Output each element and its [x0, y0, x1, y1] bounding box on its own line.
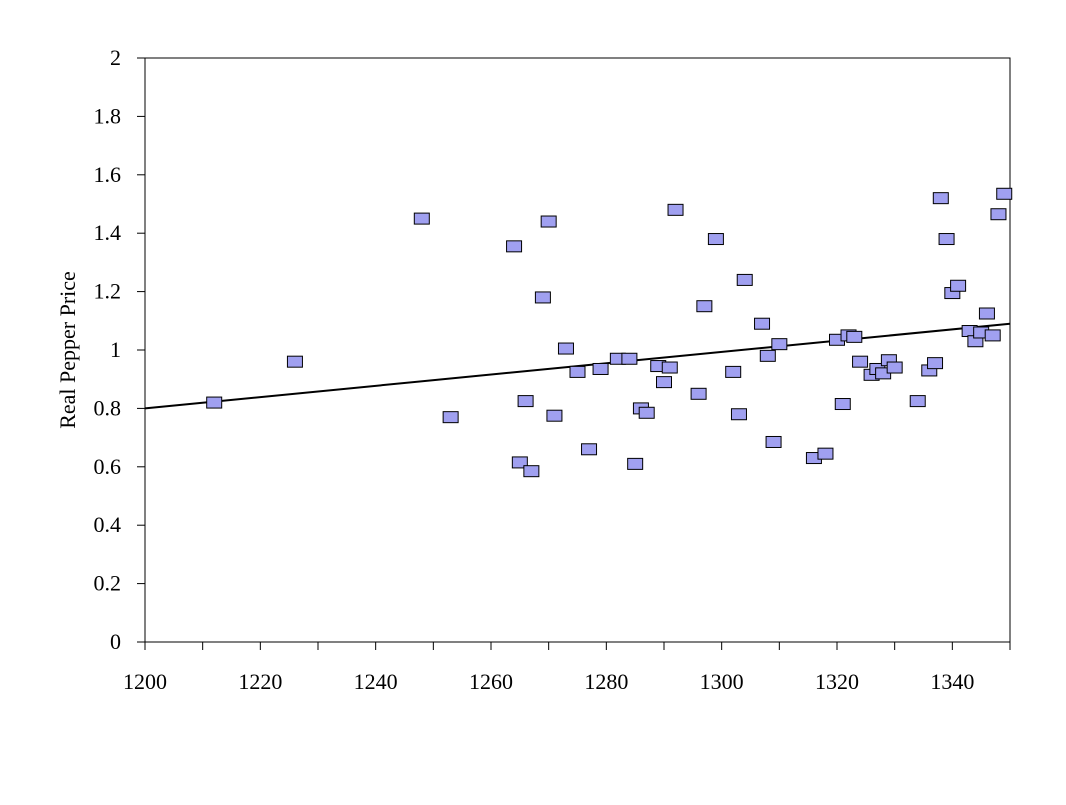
- y-tick-label: 1: [110, 337, 121, 362]
- x-tick-label: 1320: [815, 669, 859, 694]
- y-axis-title-group: Real Pepper Price: [55, 271, 80, 429]
- y-tick-label: 1.4: [94, 220, 122, 245]
- data-point: [661, 361, 678, 374]
- data-point: [938, 233, 955, 246]
- y-tick-label: 0.2: [94, 571, 122, 596]
- y-tick-label: 1.6: [94, 162, 122, 187]
- plot-area-frame: [144, 57, 1011, 643]
- data-point: [206, 396, 223, 409]
- data-point: [581, 443, 598, 456]
- data-point: [834, 398, 851, 411]
- x-axis-ticks: 1200 1220 1240 1260 1280 1300 1320 1340: [123, 642, 1011, 694]
- data-point: [730, 408, 747, 421]
- y-tick-label: 0: [110, 629, 121, 654]
- data-point: [932, 192, 949, 205]
- data-point: [286, 355, 303, 368]
- data-point: [978, 307, 995, 320]
- y-tick-label: 0.4: [94, 512, 122, 537]
- data-point: [413, 212, 430, 225]
- data-point: [621, 352, 638, 365]
- data-point: [759, 349, 776, 362]
- data-point: [638, 406, 655, 419]
- data-point: [540, 215, 557, 228]
- data-point: [511, 456, 528, 469]
- data-points: [206, 187, 1013, 478]
- y-axis-title: Real Pepper Price: [55, 271, 80, 429]
- data-point: [927, 357, 944, 370]
- data-point: [817, 447, 834, 460]
- data-point: [696, 300, 713, 313]
- data-point: [667, 203, 684, 216]
- x-tick-label: 1240: [354, 669, 398, 694]
- data-point: [996, 187, 1013, 200]
- y-axis-ticks: 0 0.2 0.4 0.6 0.8 1 1.2 1.4 1.6 1.8 2: [94, 45, 145, 654]
- data-point: [765, 435, 782, 448]
- data-point: [627, 457, 644, 470]
- y-tick-label: 0.8: [94, 395, 122, 420]
- data-point: [950, 279, 967, 292]
- data-point: [754, 317, 771, 330]
- y-tick-label: 1.8: [94, 103, 122, 128]
- data-point: [852, 355, 869, 368]
- data-point: [846, 330, 863, 343]
- x-tick-label: 1340: [930, 669, 974, 694]
- y-tick-label: 0.6: [94, 454, 122, 479]
- data-point: [656, 376, 672, 389]
- x-tick-label: 1300: [700, 669, 744, 694]
- data-point: [569, 365, 586, 378]
- data-point: [984, 329, 1001, 342]
- y-tick-label: 1.2: [94, 279, 122, 304]
- data-point: [909, 395, 926, 408]
- data-point: [771, 338, 788, 351]
- y-tick-label: 2: [110, 45, 121, 70]
- data-point: [523, 465, 540, 478]
- x-tick-label: 1220: [238, 669, 282, 694]
- data-point: [707, 233, 724, 246]
- data-point: [517, 395, 534, 408]
- data-point: [886, 361, 903, 374]
- data-point: [736, 273, 753, 286]
- x-tick-label: 1280: [584, 669, 628, 694]
- data-point: [725, 365, 742, 378]
- data-point: [557, 342, 574, 355]
- x-tick-label: 1200: [123, 669, 167, 694]
- x-tick-label: 1260: [469, 669, 513, 694]
- data-point: [592, 362, 609, 375]
- data-point: [442, 411, 459, 424]
- data-point: [690, 387, 707, 400]
- data-point: [546, 409, 563, 422]
- data-point: [506, 240, 523, 253]
- data-point: [990, 208, 1007, 221]
- data-point: [534, 291, 551, 304]
